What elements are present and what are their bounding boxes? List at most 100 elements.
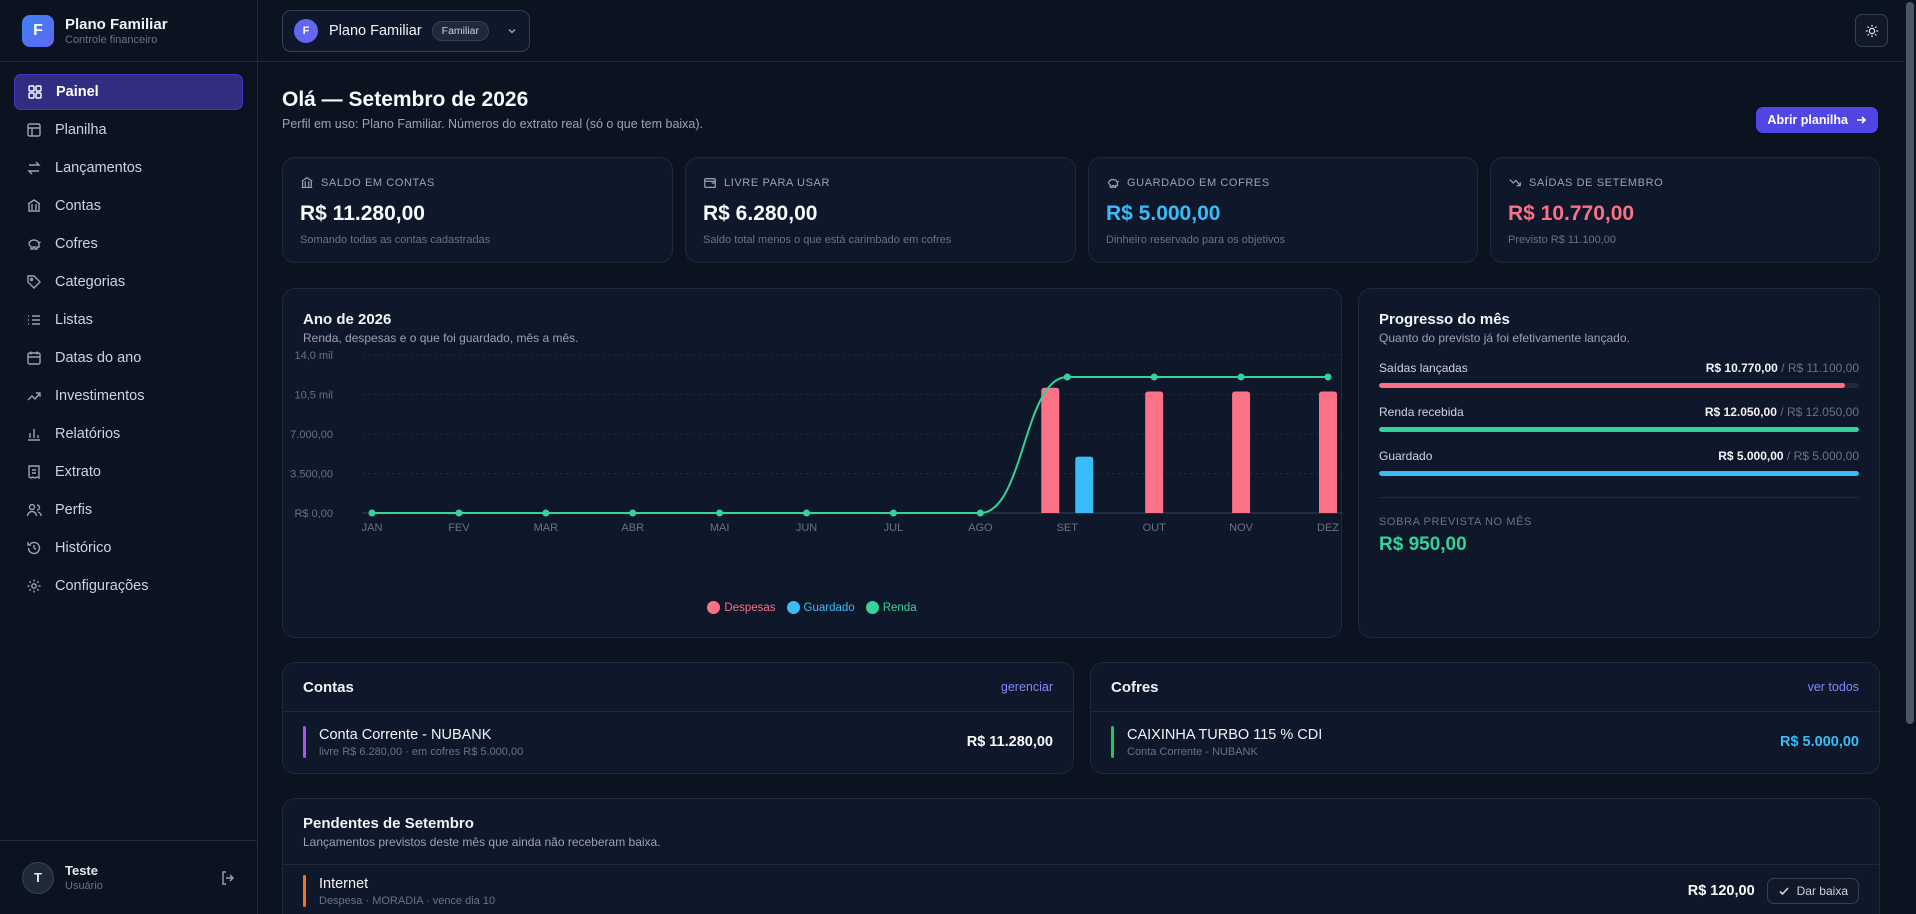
nav-label: Painel [56, 84, 99, 100]
history-icon [27, 541, 41, 555]
nav-item-lancamentos[interactable]: Lançamentos [14, 150, 243, 186]
stat-label: SAÍDAS DE SETEMBRO [1508, 176, 1663, 190]
bank-icon [27, 199, 41, 212]
nav-label: Configurações [55, 578, 149, 594]
progress-sep: / [1781, 361, 1785, 375]
account-row[interactable]: Conta Corrente - NUBANK livre R$ 6.280,0… [303, 726, 1053, 758]
chart-legend: Despesas Guardado Renda [283, 601, 1341, 614]
chart-subtitle: Renda, despesas e o que foi guardado, mê… [303, 331, 579, 345]
user-panel: T Teste Usuário [0, 840, 258, 914]
stat-value: R$ 10.770,00 [1508, 202, 1635, 225]
users-icon [26, 503, 42, 517]
nav-item-historico[interactable]: Histórico [14, 530, 243, 566]
pending-card: Pendentes de Setembro Lançamentos previs… [282, 798, 1880, 914]
nav-label: Extrato [55, 464, 101, 480]
legend-item-guardado[interactable]: Guardado [786, 601, 855, 614]
gear-icon [27, 579, 41, 593]
nav-item-relatorios[interactable]: Relatórios [14, 416, 243, 452]
point-renda [1150, 373, 1158, 381]
point-renda [368, 509, 376, 517]
nav-label: Investimentos [55, 388, 145, 404]
pending-sub: Despesa · MORADIA · vence dia 10 [319, 894, 496, 907]
year-chart: R$ 0,00 3.500,00 7.000,00 10,5 mil 14,0 mil J… [290, 350, 1343, 534]
dar-baixa-button[interactable]: Dar baixa [1766, 878, 1859, 904]
scrollbar-thumb[interactable] [1906, 2, 1914, 724]
accounts-title: Contas [303, 678, 354, 696]
nav-label: Datas do ano [55, 350, 142, 366]
dashboard-icon [28, 85, 42, 99]
receipt-icon [28, 465, 40, 480]
nav-item-painel[interactable]: Painel [14, 74, 243, 110]
x-tick-label: JUN [796, 522, 817, 534]
logout-icon[interactable] [220, 870, 236, 886]
leftover-value: R$ 950,00 [1379, 534, 1467, 555]
list-icon [28, 315, 40, 325]
scrollbar[interactable] [1904, 0, 1916, 914]
calendar-icon [27, 351, 41, 365]
point-renda [976, 509, 984, 517]
profile-selector[interactable]: F Plano Familiar Familiar [282, 10, 530, 52]
nav-item-perfis[interactable]: Perfis [14, 492, 243, 528]
bar-chart-icon [28, 429, 40, 441]
account-sub: livre R$ 6.280,00 · em cofres R$ 5.000,0… [319, 745, 524, 758]
sidebar: F Plano Familiar Controle financeiro Pai… [0, 0, 258, 914]
theme-toggle-button[interactable] [1855, 14, 1888, 47]
trending-down-icon [1509, 179, 1521, 187]
x-tick-label: ABR [621, 522, 644, 534]
nav-item-configuracoes[interactable]: Configurações [14, 568, 243, 604]
open-spreadsheet-button[interactable]: Abrir planilha [1756, 107, 1878, 133]
progress-planned: R$ 12.050,00 [1786, 405, 1859, 419]
nav-item-listas[interactable]: Listas [14, 302, 243, 338]
brand-name: Plano Familiar [65, 15, 168, 33]
brand[interactable]: F Plano Familiar Controle financeiro [0, 0, 257, 62]
account-color-mark [303, 726, 306, 758]
x-tick-label: AGO [968, 522, 993, 534]
stat-value: R$ 5.000,00 [1106, 202, 1221, 225]
progress-label: Guardado [1379, 449, 1433, 463]
stat-card-outflow: SAÍDAS DE SETEMBRO R$ 10.770,00 Previsto… [1490, 157, 1880, 263]
avatar: T [22, 861, 54, 894]
nav-label: Perfis [55, 502, 93, 518]
x-tick-label: OUT [1143, 522, 1167, 534]
pending-subtitle: Lançamentos previstos deste mês que aind… [303, 835, 661, 849]
main-nav: Painel Planilha Lançamentos Contas Cofre… [0, 62, 257, 618]
dar-baixa-label: Dar baixa [1796, 884, 1848, 898]
piggy-bank-icon [28, 239, 41, 250]
point-renda [1237, 373, 1245, 381]
divider [283, 864, 1879, 865]
y-tick-label: 7.000,00 [290, 429, 333, 441]
pending-row[interactable]: Internet Despesa · MORADIA · vence dia 1… [303, 875, 1859, 907]
vault-balance: R$ 5.000,00 [1779, 734, 1859, 750]
progress-subtitle: Quanto do previsto já foi efetivamente l… [1379, 331, 1630, 345]
legend-item-despesas[interactable]: Despesas [707, 601, 776, 614]
bank-icon [301, 177, 313, 188]
point-renda [716, 509, 724, 517]
line-renda [372, 376, 1328, 515]
chart-title: Ano de 2026 [303, 311, 392, 328]
arrow-right-icon [1857, 116, 1867, 124]
nav-item-cofres[interactable]: Cofres [14, 226, 243, 262]
nav-item-contas[interactable]: Contas [14, 188, 243, 224]
view-all-vaults-link[interactable]: ver todos [1807, 680, 1859, 694]
profile-avatar: F [294, 19, 318, 43]
bar-despesas [1232, 391, 1251, 513]
stat-value: R$ 11.280,00 [300, 202, 425, 225]
progress-label: Saídas lançadas [1379, 361, 1468, 375]
nav-item-investimentos[interactable]: Investimentos [14, 378, 243, 414]
nav-label: Cofres [55, 236, 98, 252]
nav-item-datas[interactable]: Datas do ano [14, 340, 243, 376]
x-tick-label: JUL [884, 522, 904, 534]
spreadsheet-icon [27, 123, 41, 137]
check-icon [1779, 887, 1789, 896]
nav-item-categorias[interactable]: Categorias [14, 264, 243, 300]
legend-label: Renda [882, 601, 917, 614]
trending-up-icon [27, 392, 41, 401]
progress-planned: R$ 5.000,00 [1793, 449, 1859, 463]
nav-item-extrato[interactable]: Extrato [14, 454, 243, 490]
tag-icon [27, 275, 41, 289]
manage-accounts-link[interactable]: gerenciar [1000, 680, 1053, 694]
vault-row[interactable]: CAIXINHA TURBO 115 % CDI Conta Corrente … [1111, 726, 1859, 758]
progress-done: R$ 12.050,00 [1704, 405, 1777, 419]
legend-item-renda[interactable]: Renda [865, 601, 917, 614]
nav-item-planilha[interactable]: Planilha [14, 112, 243, 148]
